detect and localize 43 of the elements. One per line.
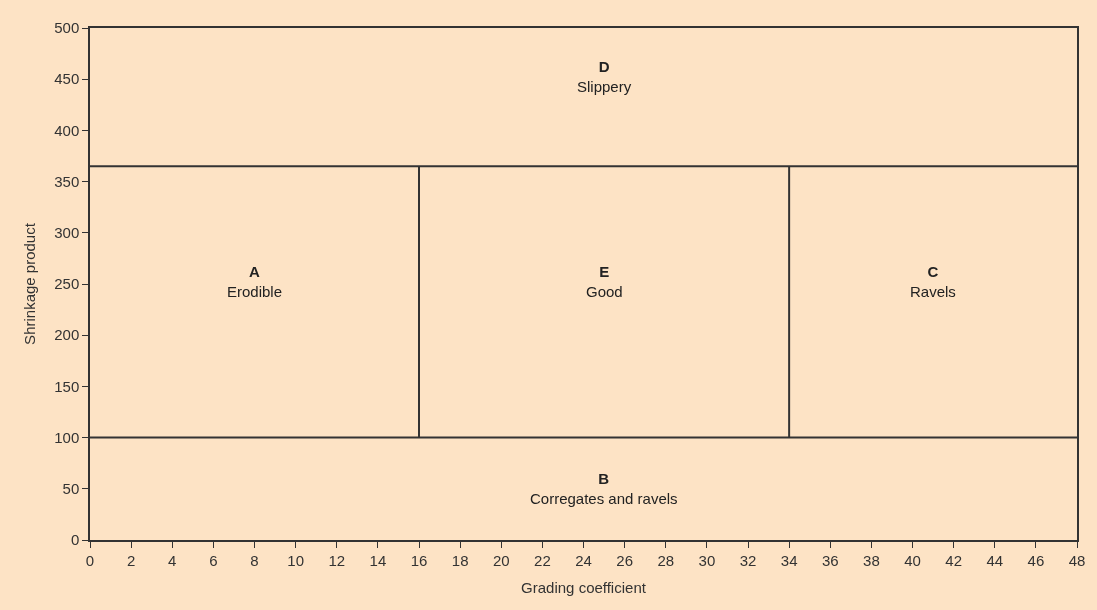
x-tick-label: 48	[1068, 551, 1086, 569]
annotation: A Erodible	[227, 263, 283, 300]
annotation: E Good	[586, 263, 623, 300]
y-tick-label: 350	[54, 172, 80, 190]
annotation: B Corregates and ravels	[530, 470, 678, 507]
x-tick-label: 24	[575, 551, 592, 569]
y-tick-label: 150	[54, 377, 80, 395]
y-tick-label: 300	[54, 224, 80, 242]
annotation: D Slippery	[577, 58, 632, 95]
x-tick-label: 26	[616, 551, 633, 569]
x-tick-label: 18	[451, 551, 469, 569]
x-tick-label: 4	[168, 551, 177, 569]
y-tick-label: 450	[54, 70, 80, 88]
x-tick-label: 40	[904, 551, 921, 569]
y-tick-label: 50	[62, 480, 80, 498]
y-tick-label: 100	[54, 428, 80, 446]
x-tick-label: 42	[945, 551, 962, 569]
x-tick-label: 28	[657, 551, 675, 569]
y-tick-label: 500	[54, 19, 80, 37]
y-axis-title: Shrinkage product	[20, 222, 38, 345]
x-tick-label: 44	[986, 551, 1004, 569]
x-tick-label: 6	[209, 551, 218, 569]
x-tick-label: 22	[534, 551, 551, 569]
x-tick-label: 16	[410, 551, 428, 569]
x-tick-label: 0	[85, 551, 95, 569]
y-tick-label: 250	[54, 275, 80, 293]
x-tick-label: 14	[369, 551, 387, 569]
x-tick-label: 36	[821, 551, 839, 569]
y-tick-label: 0	[70, 531, 80, 549]
x-tick-label: 32	[739, 551, 757, 569]
x-tick-label: 34	[780, 551, 798, 569]
x-axis-title: Grading coefficient	[521, 579, 647, 597]
annotation: C Ravels	[910, 263, 956, 300]
x-tick-label: 2	[126, 551, 136, 569]
y-tick-label: 400	[54, 121, 80, 139]
x-tick-label: 10	[287, 551, 304, 569]
x-tick-label: 30	[698, 551, 716, 569]
y-tick-label: 200	[54, 326, 80, 344]
x-tick-label: 38	[863, 551, 880, 569]
x-tick-label: 8	[250, 551, 259, 569]
x-tick-label: 12	[328, 551, 346, 569]
x-tick-label: 46	[1027, 551, 1045, 569]
x-tick-label: 20	[492, 551, 510, 569]
